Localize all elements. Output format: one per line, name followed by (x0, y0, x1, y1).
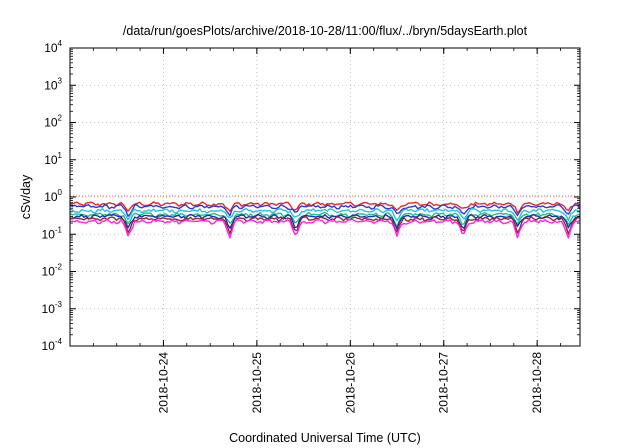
x-tick-label: 2018-10-24 (156, 352, 170, 414)
y-tick-label: 100 (44, 188, 62, 204)
grid-lines (70, 48, 580, 346)
series-line (69, 207, 581, 222)
y-tick-label: 102 (44, 114, 62, 130)
y-tick-label: 10-1 (42, 225, 63, 241)
y-tick-label: 104 (44, 39, 62, 55)
x-tick-labels: 2018-10-24 2018-10-25 2018-10-26 2018-10-27… (156, 352, 544, 414)
x-axis-label: Coordinated Universal Time (UTC) (229, 431, 421, 445)
y-tick-label: 10-3 (42, 300, 63, 316)
y-tick-label: 103 (44, 76, 62, 92)
chart-title: /data/run/goesPlots/archive/2018-10-28/1… (123, 24, 528, 38)
y-axis-label: cSv/day (19, 174, 33, 219)
x-tick-label: 2018-10-26 (343, 352, 357, 414)
x-tick-label: 2018-10-27 (437, 352, 451, 414)
series-line (69, 203, 581, 217)
x-tick-label: 2018-10-28 (530, 352, 544, 414)
axis-ticks (69, 47, 580, 347)
series-layer (69, 201, 581, 239)
series-line (69, 213, 581, 230)
y-tick-label: 101 (44, 151, 62, 167)
series-line (69, 218, 581, 239)
y-tick-labels: 104 103 102 101 100 10-1 10-2 10-3 10-4 (42, 39, 63, 353)
y-tick-label: 10-4 (42, 337, 63, 353)
series-line (69, 201, 581, 214)
y-tick-label: 10-2 (42, 263, 63, 279)
x-tick-label: 2018-10-25 (250, 352, 264, 414)
series-line (69, 215, 581, 235)
